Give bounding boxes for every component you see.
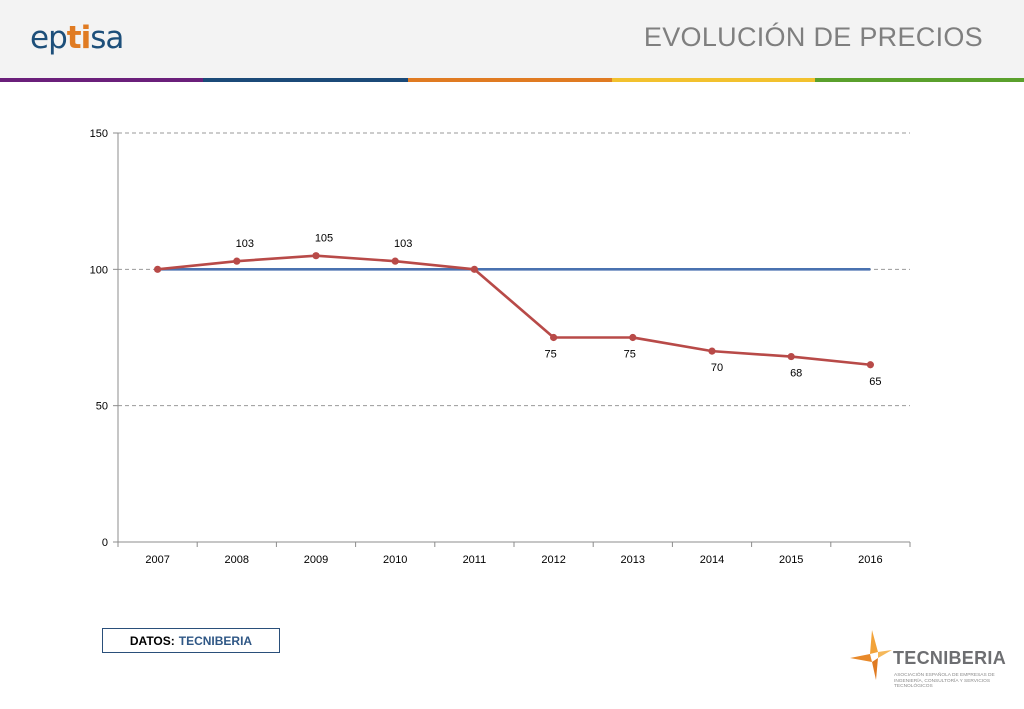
data-point-2013 <box>629 333 637 342</box>
eptisa-logo: eptisa <box>30 18 124 58</box>
x-tick-label-2015: 2015 <box>779 554 803 566</box>
y-tick-label-100: 100 <box>90 264 108 276</box>
data-point-2012 <box>550 333 558 342</box>
color-stripe-2 <box>203 78 408 82</box>
x-tick-label-2012: 2012 <box>541 554 565 566</box>
data-point-2015 <box>787 352 795 361</box>
color-stripe-5 <box>815 78 1024 82</box>
data-label-2016: 65 <box>869 376 881 388</box>
header-bar: eptisa EVOLUCIÓN DE PRECIOS <box>0 0 1024 78</box>
data-point-2016 <box>866 361 875 369</box>
data-label-2012: 75 <box>544 349 556 361</box>
series-line-2 <box>157 254 871 367</box>
page-title: EVOLUCIÓN DE PRECIOS <box>643 22 983 52</box>
data-label-2009: 105 <box>315 233 333 245</box>
data-point-2011 <box>470 265 478 273</box>
logo-text-accent: ti <box>66 20 91 56</box>
y-tick-label-0: 0 <box>102 537 108 549</box>
x-tick-label-2008: 2008 <box>225 554 249 566</box>
data-label-2010: 103 <box>394 238 412 250</box>
data-point-2010 <box>391 257 399 265</box>
data-source-label: DATOS: <box>129 633 175 648</box>
y-tick-label-50: 50 <box>96 401 108 413</box>
x-tick-label-2016: 2016 <box>858 554 882 566</box>
data-label-2015: 68 <box>790 368 802 380</box>
tecniberia-star-icon <box>850 630 892 680</box>
x-tick-label-2011: 2011 <box>463 554 487 566</box>
tecniberia-logo-name: TECNIBERIA <box>893 648 1007 668</box>
color-stripe-3 <box>408 78 612 82</box>
x-tick-label-2007: 2007 <box>145 554 169 566</box>
color-stripe-divider <box>0 78 1024 82</box>
x-tick-label-2009: 2009 <box>304 554 328 566</box>
data-source-value: TECNIBERIA <box>178 633 253 648</box>
data-label-2013: 75 <box>624 349 636 361</box>
tecniberia-logo-tagline: ASOCIACIÓN ESPAÑOLA DE EMPRESAS DE INGEN… <box>894 673 995 689</box>
x-tick-label-2010: 2010 <box>383 554 407 566</box>
logo-text-suffix: sa <box>90 20 124 56</box>
data-point-2009 <box>312 252 320 260</box>
x-tick-label-2013: 2013 <box>621 554 645 566</box>
data-point-2008 <box>233 257 241 265</box>
color-stripe-1 <box>0 78 203 82</box>
data-point-2007 <box>154 265 162 273</box>
data-label-2014: 70 <box>711 362 723 374</box>
x-tick-label-2014: 2014 <box>700 554 724 566</box>
logo-text-prefix: ep <box>30 20 68 56</box>
y-tick-label-150: 150 <box>90 128 108 140</box>
data-source-box: DATOS: TECNIBERIA <box>102 628 280 653</box>
color-stripe-4 <box>612 78 815 82</box>
data-point-2014 <box>708 347 716 355</box>
data-label-2008: 103 <box>236 238 254 250</box>
